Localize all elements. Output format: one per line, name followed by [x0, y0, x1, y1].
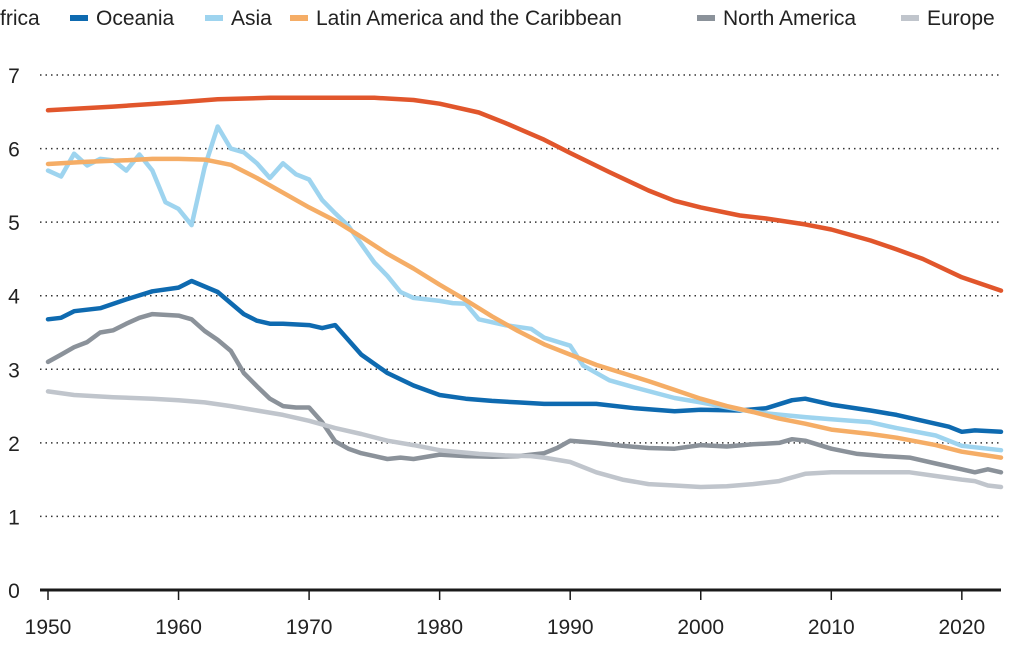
y-tick-label: 3 [8, 359, 20, 382]
chart-legend: Africa Oceania Asia Latin America and the C… [0, 7, 995, 30]
x-tick-label: 1980 [416, 616, 463, 639]
x-tick-label: 1970 [286, 616, 333, 639]
series-line-africa [45, 95, 1004, 293]
legend-swatch-oceania [70, 15, 88, 21]
y-tick-label: 5 [8, 212, 20, 235]
x-tick-label: 2020 [938, 616, 985, 639]
y-axis-ticks: 0 1 2 3 4 5 6 7 [8, 65, 20, 603]
y-tick-label: 7 [8, 65, 20, 88]
legend-swatch-north-america [697, 15, 715, 21]
legend-label-europe: Europe [927, 7, 995, 30]
legend-label-asia: Asia [231, 7, 272, 30]
chart-gridlines [40, 74, 1001, 518]
x-tick-label: 2000 [677, 616, 724, 639]
legend-swatch-asia [205, 15, 223, 21]
legend-label-africa: Africa [0, 7, 40, 30]
series-line-latin-america-and-the-caribbean [45, 156, 1004, 460]
legend-label-oceania: Oceania [96, 7, 175, 30]
y-tick-label: 6 [8, 139, 20, 162]
legend-label-latin-america-and-the-caribbean: Latin America and the Caribbean [316, 7, 622, 30]
legend-swatch-europe [901, 15, 919, 21]
series-line-oceania [45, 278, 1004, 435]
y-tick-label: 2 [8, 433, 20, 456]
legend-label-north-america: North America [723, 7, 856, 30]
legend-swatch-latin-america-and-the-caribbean [290, 15, 308, 21]
y-tick-label: 0 [8, 580, 20, 603]
y-tick-label: 1 [8, 506, 20, 529]
x-axis-ticks: 1950 1960 1970 1980 1990 2000 2010 2020 [25, 590, 985, 639]
chart-series [45, 95, 1004, 490]
x-tick-label: 1950 [25, 616, 72, 639]
x-tick-label: 1960 [155, 616, 202, 639]
x-tick-label: 1990 [547, 616, 594, 639]
series-line-europe [45, 389, 1004, 490]
series-line-north-america [45, 311, 1004, 475]
y-tick-label: 4 [8, 286, 20, 309]
x-tick-label: 2010 [808, 616, 855, 639]
